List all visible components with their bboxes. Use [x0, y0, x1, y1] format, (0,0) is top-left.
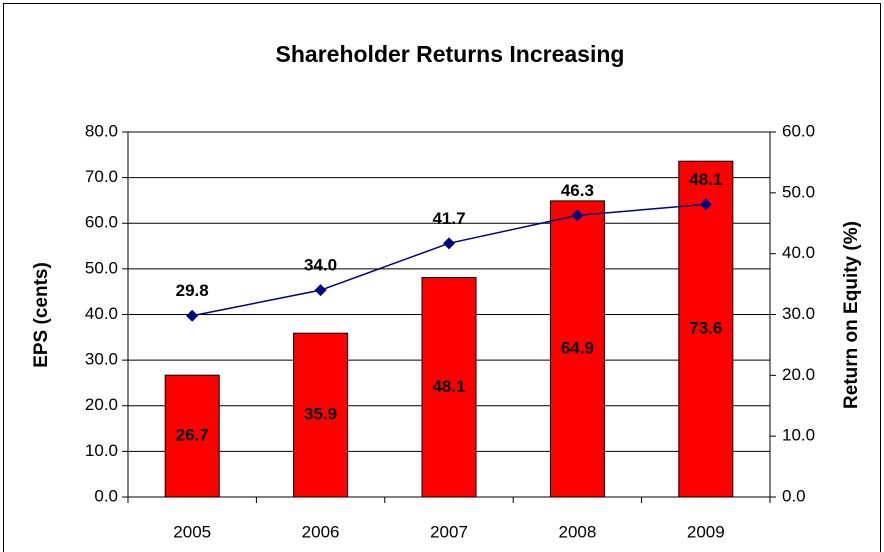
bar — [421, 277, 477, 498]
y-tick-label: 50.0 — [85, 258, 118, 277]
chart-title: Shareholder Returns Increasing — [276, 41, 625, 67]
line-marker — [186, 309, 199, 322]
line-value-label: 34.0 — [304, 256, 337, 275]
y-tick-label: 0.0 — [94, 486, 118, 505]
y-tick-label: 60.0 — [85, 213, 118, 232]
y2-tick-label: 60.0 — [782, 121, 815, 140]
line-value-label: 41.7 — [432, 209, 465, 228]
y2-tick-label: 30.0 — [782, 304, 815, 323]
y2-tick-label: 50.0 — [782, 182, 815, 201]
y-tick-label: 40.0 — [85, 304, 118, 323]
bar-value-label: 35.9 — [304, 405, 337, 424]
y-tick-label: 30.0 — [85, 350, 118, 369]
x-tick-label: 2009 — [687, 522, 725, 541]
line-value-label: 29.8 — [176, 281, 209, 300]
line-marker — [571, 209, 584, 222]
x-tick-label: 2005 — [173, 522, 211, 541]
line-value-label: 46.3 — [561, 181, 594, 200]
y2-tick-label: 0.0 — [782, 486, 806, 505]
bar-value-label: 73.6 — [689, 319, 722, 338]
bar — [549, 200, 605, 498]
x-tick-label: 2007 — [430, 522, 468, 541]
y2-axis-title: Return on Equity (%) — [841, 221, 862, 409]
y-axis-title: EPS (cents) — [31, 262, 52, 368]
bar-value-label: 48.1 — [432, 377, 465, 396]
line-marker — [314, 284, 327, 297]
bar — [678, 160, 734, 498]
y2-tick-label: 20.0 — [782, 365, 815, 384]
line-marker — [699, 198, 712, 211]
y2-tick-label: 10.0 — [782, 426, 815, 445]
y-tick-label: 80.0 — [85, 121, 118, 140]
line-value-label: 48.1 — [689, 170, 722, 189]
bar-value-label: 26.7 — [176, 426, 209, 445]
y-tick-label: 10.0 — [85, 441, 118, 460]
line-marker — [443, 237, 455, 250]
y-tick-label: 70.0 — [85, 167, 118, 186]
bar-value-label: 64.9 — [561, 338, 594, 357]
y2-tick-label: 40.0 — [782, 243, 815, 262]
x-tick-label: 2008 — [558, 522, 596, 541]
bar — [164, 374, 220, 498]
bar — [293, 332, 349, 498]
y-tick-label: 20.0 — [85, 395, 118, 414]
x-tick-label: 2006 — [302, 522, 340, 541]
